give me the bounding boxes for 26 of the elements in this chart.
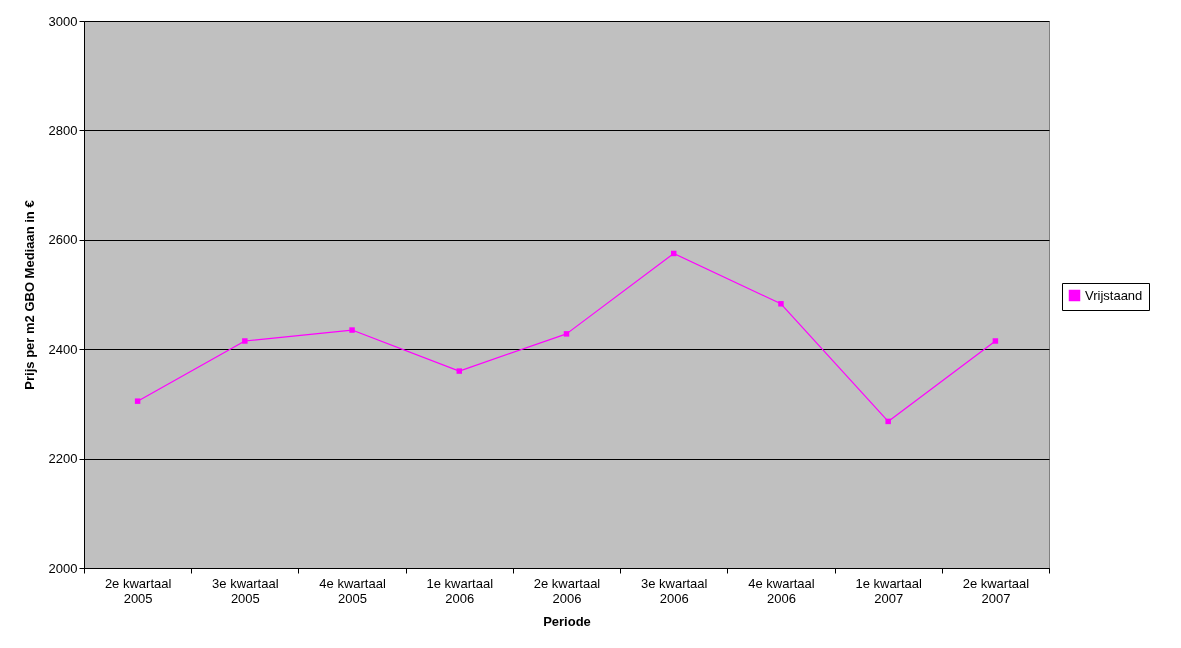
x-axis-title: Periode <box>543 613 591 629</box>
x-tick-label: 4e kwartaal 2005 <box>319 575 386 606</box>
y-tick-label: 2200 <box>48 451 78 467</box>
point <box>885 418 891 425</box>
x-tick-label: 4e kwartaal 2006 <box>748 575 815 606</box>
x-tick-label: 3e kwartaal 2005 <box>212 575 279 606</box>
y-tick-label: 3000 <box>48 13 78 29</box>
x-tick-label: 2e kwartaal 2006 <box>533 575 601 606</box>
x-tick-label: 2e kwartaal 2007 <box>962 575 1030 606</box>
point <box>563 331 570 337</box>
point <box>134 398 141 404</box>
y-axis-title: Prijs per m2 GBO Mediaan in € <box>21 200 37 390</box>
y-tick-label: 2400 <box>48 341 78 357</box>
x-tick-label: 3e kwartaal 2006 <box>640 575 708 606</box>
point <box>992 338 999 344</box>
y-tick-label: 2000 <box>48 560 78 576</box>
point <box>456 368 463 374</box>
point <box>349 327 355 333</box>
x-tick-label: 1e kwartaal 2006 <box>426 575 494 606</box>
point <box>242 338 248 344</box>
y-tick-label: 2800 <box>48 122 78 138</box>
y-tick-label: 2600 <box>48 232 78 248</box>
legend-label: Vrijstaand <box>1085 287 1143 303</box>
x-tick-label: 1e kwartaal 2007 <box>855 575 923 606</box>
x-tick-label: 2e kwartaal 2005 <box>104 575 172 606</box>
point <box>778 301 784 307</box>
